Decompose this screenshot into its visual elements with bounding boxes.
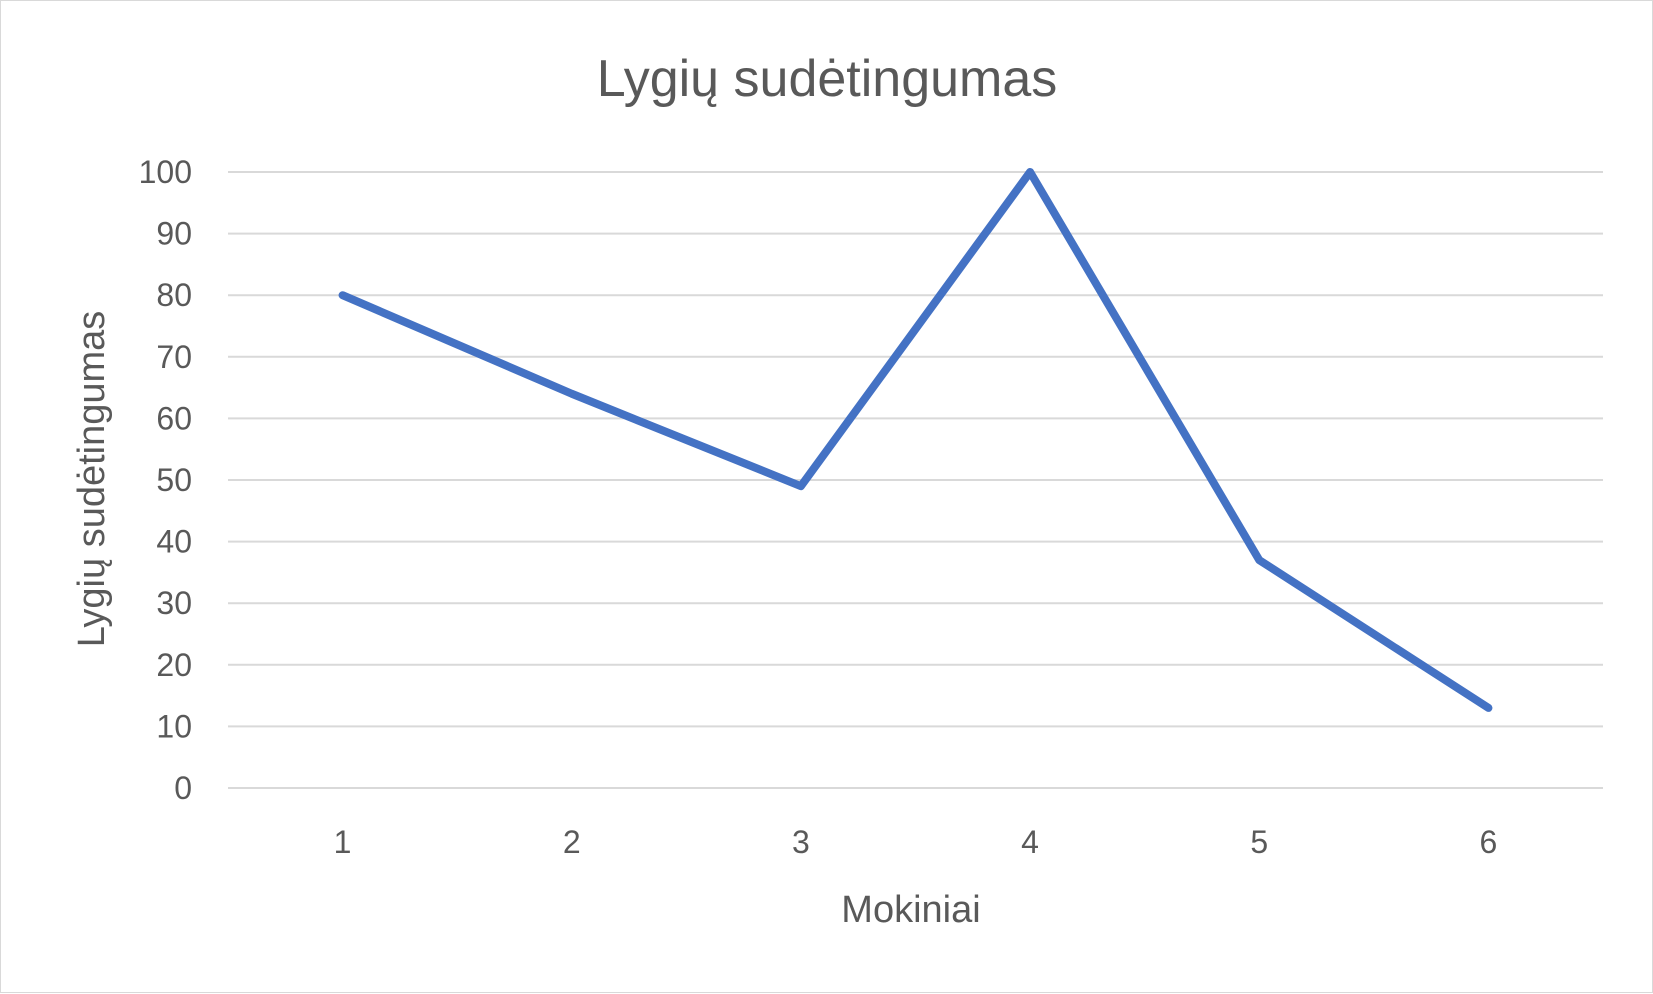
x-tick-label: 2	[563, 824, 581, 860]
x-tick-label: 1	[334, 824, 352, 860]
series-group	[338, 168, 1493, 712]
y-tick-label: 100	[139, 154, 192, 190]
y-axis-title: Lygių sudėtingumas	[71, 311, 113, 648]
x-tick-label: 6	[1480, 824, 1498, 860]
x-axis-title: Mokiniai	[841, 889, 980, 931]
y-tick-label: 40	[156, 524, 192, 560]
series-line	[338, 168, 1493, 712]
x-tick-label: 4	[1021, 824, 1039, 860]
y-tick-label: 60	[156, 400, 192, 436]
y-tick-label: 50	[156, 462, 192, 498]
x-tick-label: 3	[792, 824, 810, 860]
y-axis-ticks: 0 10 20 30 40 50 60 70 80 90 100	[139, 154, 192, 806]
y-tick-label: 70	[156, 339, 192, 375]
y-tick-label: 10	[156, 708, 192, 744]
chart-title: Lygių sudėtingumas	[597, 50, 1058, 108]
y-tick-label: 80	[156, 277, 192, 313]
y-tick-label: 90	[156, 216, 192, 252]
x-tick-label: 5	[1250, 824, 1268, 860]
y-tick-label: 0	[174, 770, 192, 806]
y-tick-label: 20	[156, 647, 192, 683]
gridlines	[228, 171, 1603, 789]
x-axis-ticks: 1 2 3 4 5 6	[334, 824, 1498, 860]
y-tick-label: 30	[156, 585, 192, 621]
